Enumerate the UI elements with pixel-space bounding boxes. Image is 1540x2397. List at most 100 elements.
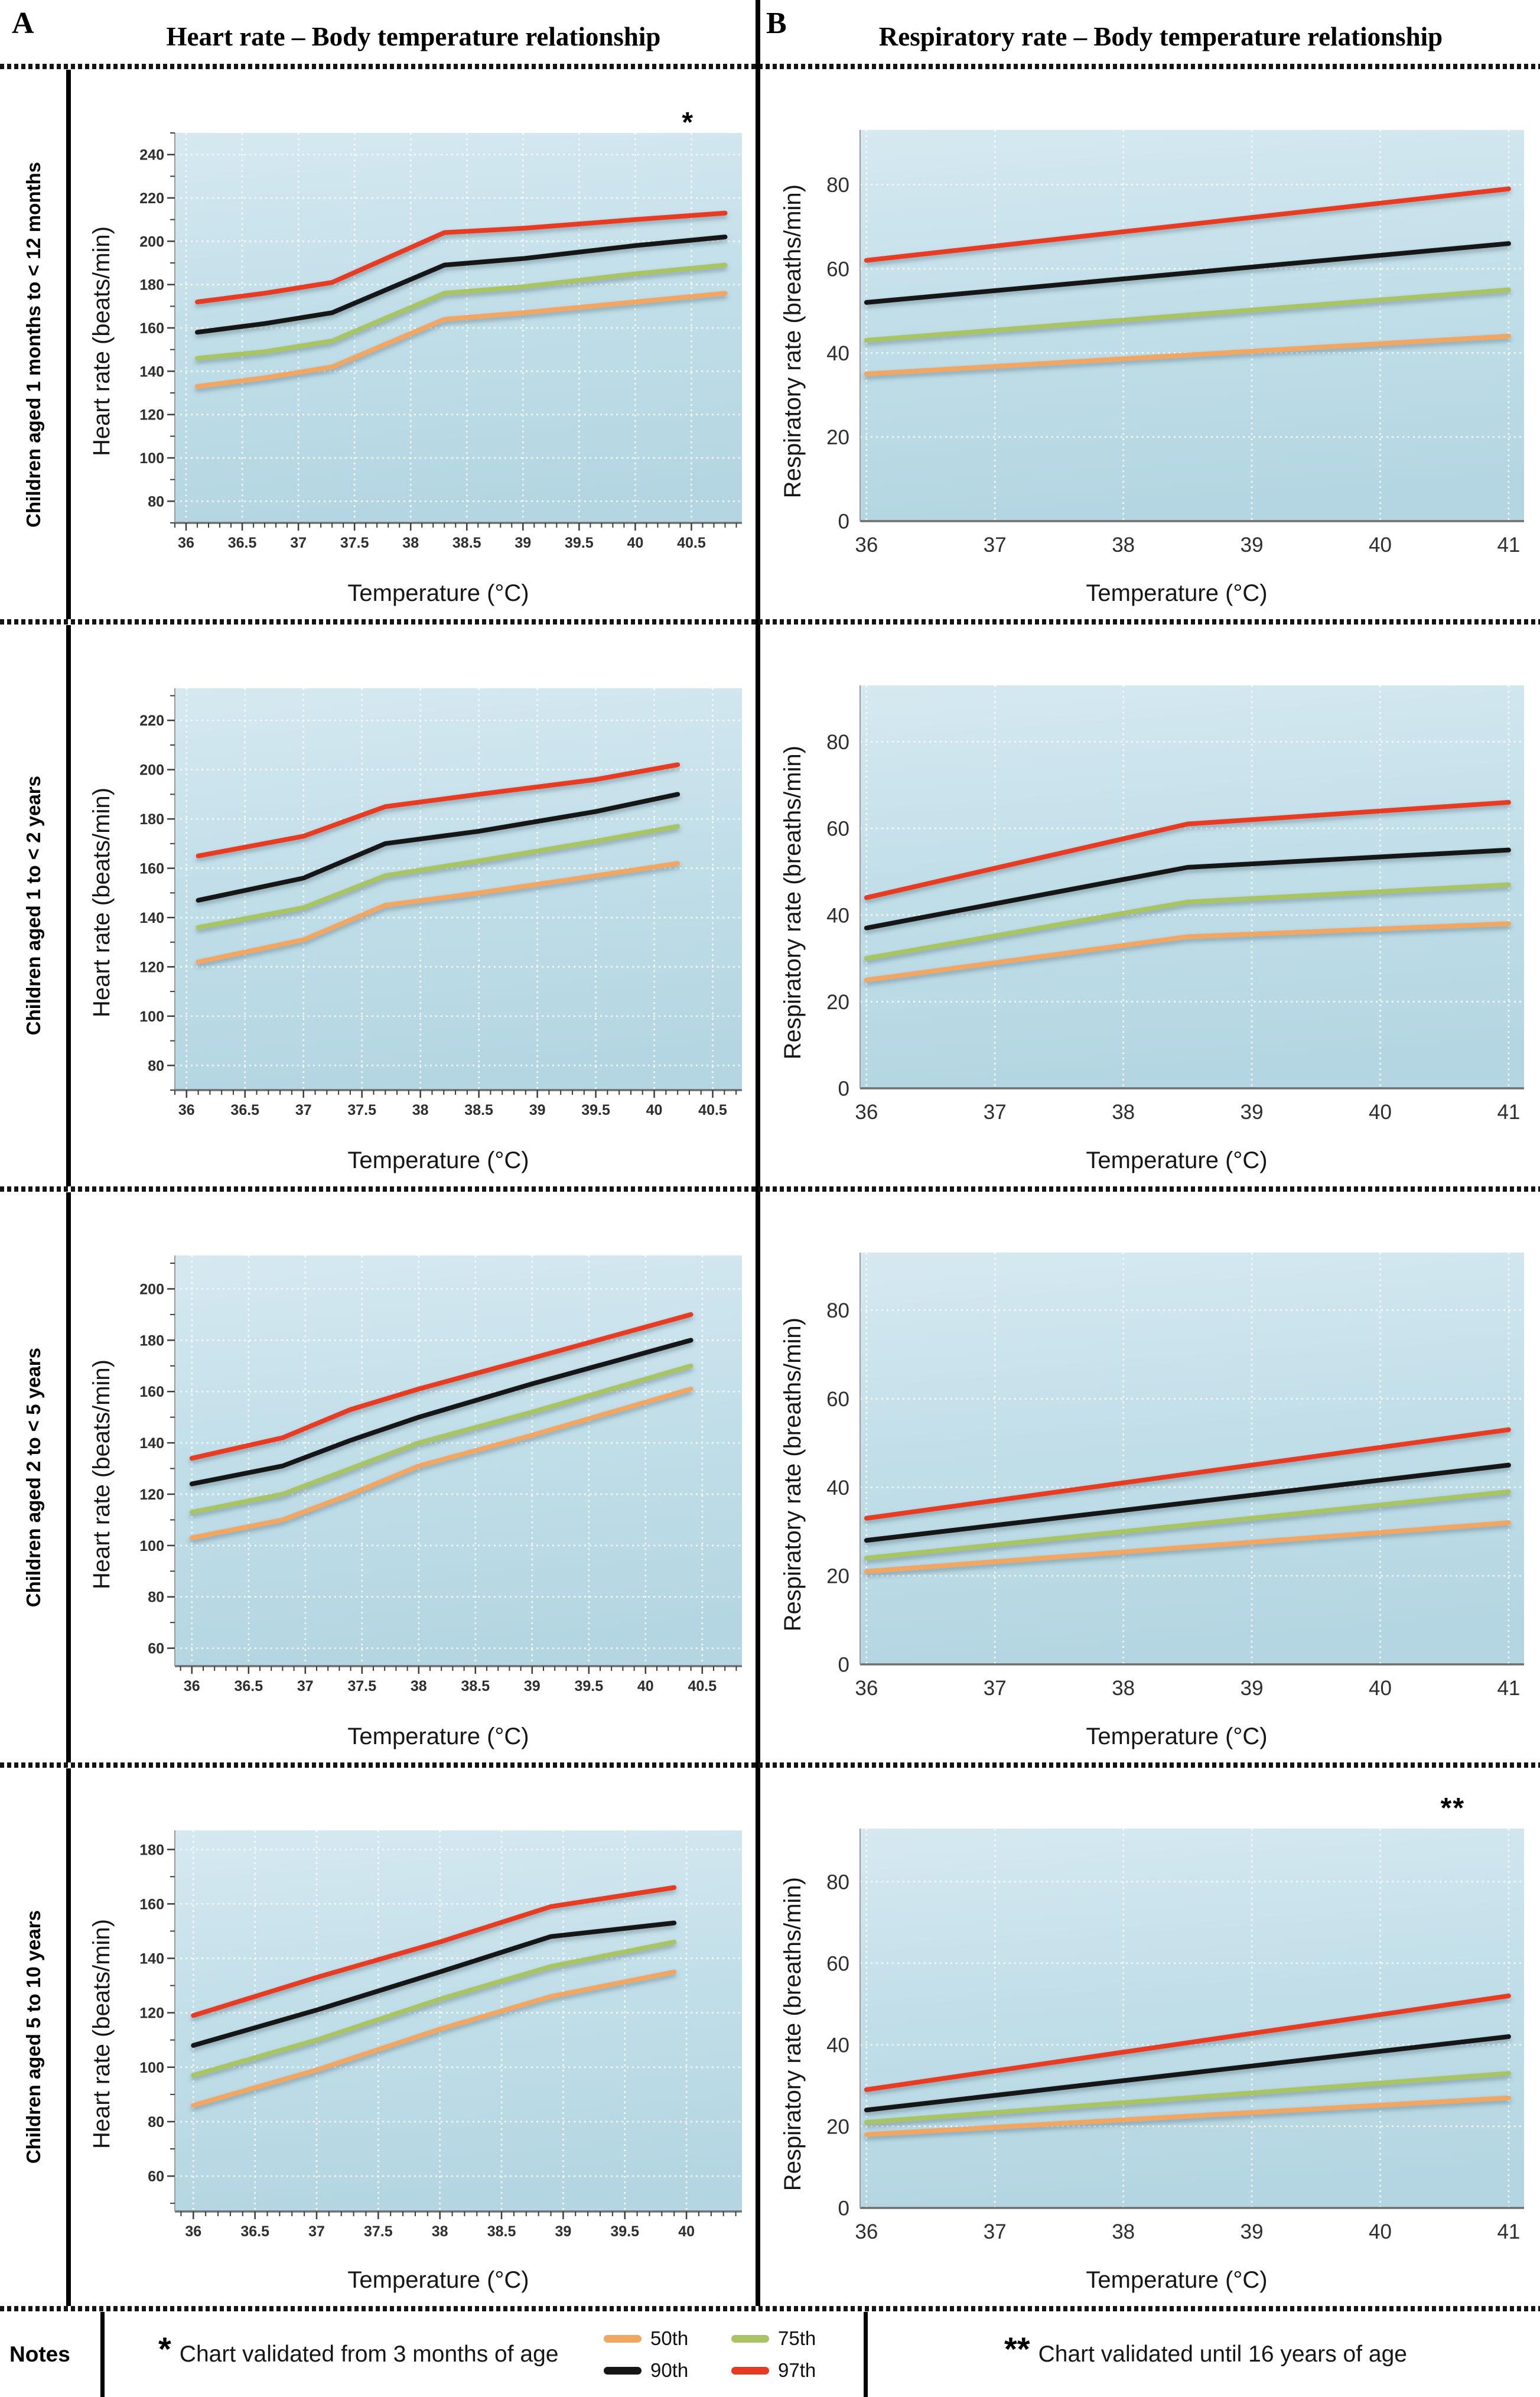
asterisk-marker: *	[158, 2330, 171, 2367]
svg-text:0: 0	[838, 1654, 849, 1677]
svg-text:40: 40	[826, 342, 849, 365]
legend-swatch-97th	[731, 2366, 769, 2375]
notes-divider-line	[864, 2312, 868, 2397]
notes-strip: Notes * Chart validated from 3 months of…	[0, 2312, 1540, 2397]
x-axis-title: Temperature (°C)	[1086, 1723, 1268, 1749]
svg-text:41: 41	[1497, 534, 1520, 557]
svg-text:40: 40	[678, 2223, 695, 2240]
svg-text:140: 140	[139, 910, 164, 926]
svg-text:38.5: 38.5	[461, 1678, 490, 1695]
svg-text:80: 80	[826, 1299, 849, 1322]
svg-text:38: 38	[1112, 2220, 1135, 2243]
svg-text:180: 180	[139, 811, 164, 828]
chart-cell-rr-2-5-years: Respiratory rate (breaths/min) 36 37 38 39 4…	[768, 1192, 1536, 1762]
svg-text:140: 140	[139, 363, 164, 380]
heart-rate-chart-1-12-months: 36 36.5 37 37.5 38 38.5 39 39.5 40 40.5 80 100 120 14…	[126, 126, 750, 557]
svg-text:180: 180	[139, 1842, 164, 1858]
svg-text:120: 120	[139, 407, 164, 424]
x-axis-title: Temperature (°C)	[347, 1723, 529, 1749]
svg-text:38: 38	[402, 535, 419, 551]
svg-text:40: 40	[627, 535, 643, 551]
svg-text:80: 80	[148, 1589, 164, 1606]
svg-text:40: 40	[637, 1678, 654, 1695]
x-axis-title: Temperature (°C)	[1086, 2266, 1268, 2293]
panel-b-title: Respiratory rate – Body temperature rela…	[878, 22, 1443, 51]
respiratory-rate-chart-1-12-months: 36 37 38 39 40 41 0 20 40 60 80	[818, 123, 1536, 560]
y-axis-title: Heart rate (beats/min)	[88, 1359, 115, 1590]
svg-text:180: 180	[139, 1332, 164, 1349]
svg-text:38: 38	[432, 2223, 448, 2240]
svg-text:0: 0	[838, 510, 849, 534]
svg-text:20: 20	[826, 1565, 849, 1588]
svg-text:240: 240	[139, 147, 164, 164]
chart-cell-hr-1-12-months: * Heart rate (beats/min) 36 36.5 37 37.5 38 3…	[77, 70, 750, 619]
row-separator	[0, 1186, 1540, 1192]
row-separator	[0, 619, 1540, 625]
note-text: Chart validated until 16 years of age	[1038, 2341, 1407, 2367]
legend-item-75th: 75th	[731, 2327, 859, 2350]
svg-text:39: 39	[529, 1102, 546, 1118]
legend-label: 75th	[778, 2327, 816, 2349]
svg-text:39: 39	[1241, 1101, 1264, 1124]
svg-text:36.5: 36.5	[228, 535, 257, 551]
svg-text:37: 37	[295, 1102, 312, 1118]
row-label-5-10-years: Children aged 5 to 10 years	[22, 1910, 44, 2164]
legend-item-90th: 90th	[604, 2359, 731, 2382]
chart-cell-hr-1-2-years: Heart rate (beats/min) 36 36.5 37 37.5 38 38.…	[77, 625, 750, 1186]
svg-text:60: 60	[826, 258, 849, 281]
svg-text:60: 60	[826, 1952, 849, 1975]
svg-text:36: 36	[184, 1678, 200, 1695]
svg-text:38: 38	[1112, 534, 1135, 557]
svg-text:140: 140	[139, 1950, 164, 1967]
svg-text:100: 100	[139, 450, 164, 467]
heart-rate-chart-2-5-years: 36 36.5 37 37.5 38 38.5 39 39.5 40 40.5 60 80 100 120…	[126, 1248, 750, 1700]
svg-text:40: 40	[1369, 1101, 1392, 1124]
chart-cell-rr-1-12-months: Respiratory rate (breaths/min) 36 37 38 39 4…	[768, 70, 1536, 619]
notes-border-line	[100, 2312, 105, 2397]
y-axis-title: Heart rate (beats/min)	[88, 226, 115, 457]
svg-text:38: 38	[411, 1678, 427, 1695]
legend-label: 90th	[650, 2359, 689, 2381]
percentile-legend: 50th 75th 90th 97th	[604, 2323, 859, 2386]
panel-b-letter: B	[766, 6, 787, 40]
svg-text:36.5: 36.5	[234, 1678, 263, 1695]
svg-text:37.5: 37.5	[364, 2223, 393, 2240]
row-border-line	[66, 1768, 71, 2306]
row-1-12-months: Children aged 1 months to < 12 months * …	[0, 70, 1540, 619]
x-axis-title: Temperature (°C)	[347, 2266, 529, 2293]
svg-text:37: 37	[308, 2223, 325, 2240]
svg-text:80: 80	[148, 2113, 164, 2130]
svg-text:40: 40	[1369, 2220, 1392, 2243]
svg-text:39.5: 39.5	[610, 2223, 639, 2240]
svg-text:36: 36	[178, 535, 194, 551]
svg-text:0: 0	[838, 2197, 849, 2220]
svg-text:41: 41	[1497, 2220, 1520, 2243]
svg-text:60: 60	[826, 1388, 849, 1411]
svg-text:120: 120	[139, 1487, 164, 1503]
svg-text:37.5: 37.5	[347, 1678, 376, 1695]
y-axis-title: Respiratory rate (breaths/min)	[779, 1877, 806, 2191]
svg-text:38: 38	[1112, 1677, 1135, 1700]
legend-swatch-75th	[731, 2334, 769, 2343]
svg-text:40: 40	[826, 1476, 849, 1500]
respiratory-rate-chart-5-10-years: 36 37 38 39 40 41 0 20 40 60 80	[818, 1822, 1536, 2247]
svg-text:80: 80	[826, 731, 849, 754]
svg-text:80: 80	[148, 1058, 164, 1074]
svg-text:100: 100	[139, 1538, 164, 1554]
svg-text:40: 40	[826, 2034, 849, 2057]
svg-text:220: 220	[139, 190, 164, 207]
notes-label: Notes	[9, 2342, 70, 2366]
heart-rate-chart-5-10-years: 36 36.5 37 37.5 38 38.5 39 39.5 40 60 80 100 120 140 1…	[126, 1823, 750, 2246]
row-2-5-years: Children aged 2 to < 5 years Heart rate …	[0, 1192, 1540, 1762]
svg-text:36: 36	[178, 1102, 195, 1118]
svg-text:40: 40	[826, 904, 849, 927]
panel-a-letter: A	[12, 6, 34, 40]
x-axis-title: Temperature (°C)	[1086, 1147, 1268, 1173]
chart-cell-rr-1-2-years: Respiratory rate (breaths/min) 36 37 38 39 4…	[768, 625, 1536, 1186]
svg-text:36.5: 36.5	[240, 2223, 269, 2240]
svg-text:39: 39	[1241, 1677, 1264, 1700]
validated-marker-double-asterisk: **	[1440, 1793, 1465, 1824]
svg-text:39: 39	[515, 535, 531, 551]
svg-text:37: 37	[984, 534, 1007, 557]
note-validated-until-16-years: ** Chart validated until 16 years of age	[1004, 2312, 1407, 2397]
